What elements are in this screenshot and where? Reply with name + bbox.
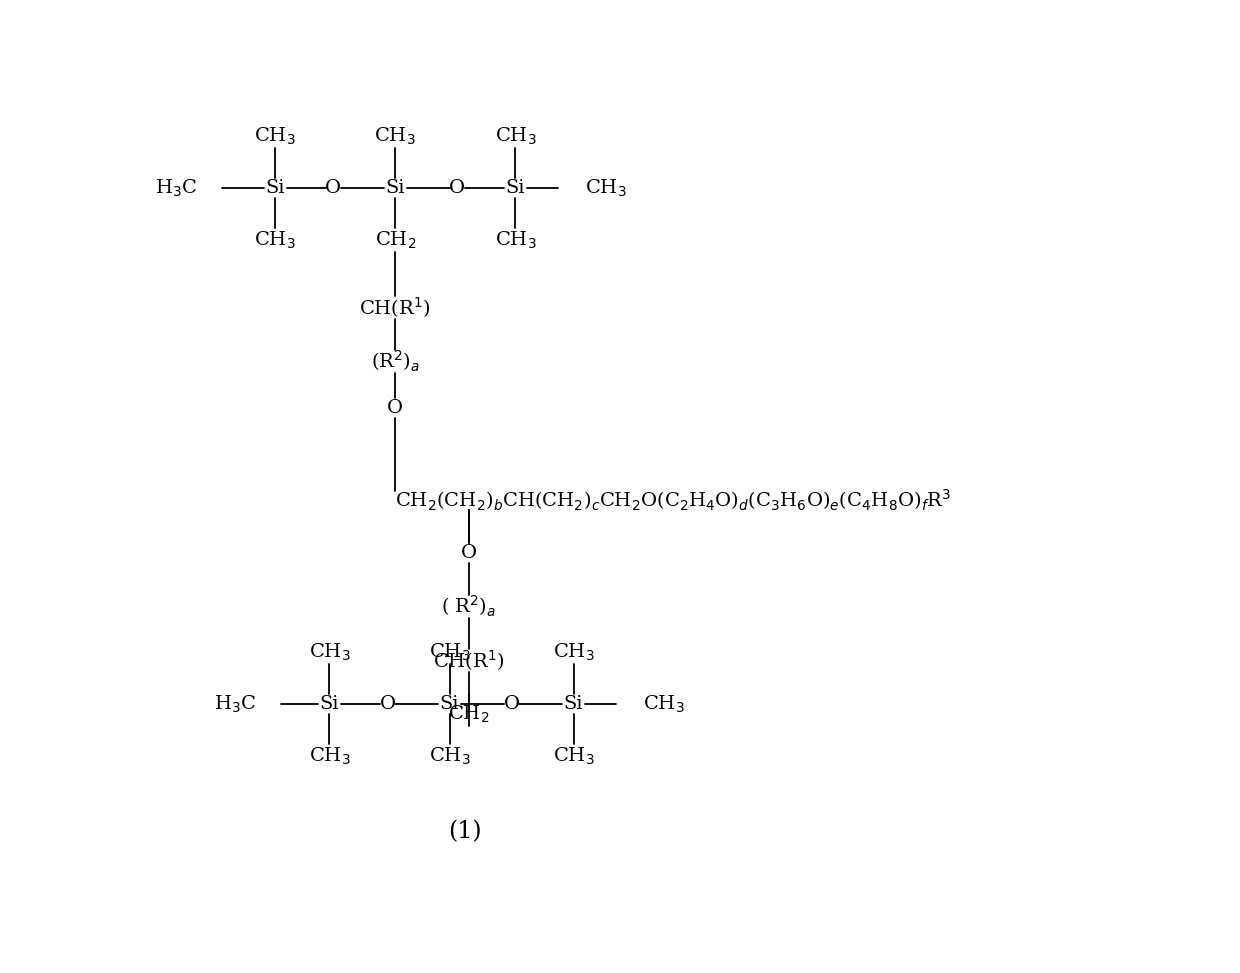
Text: CH$_3$: CH$_3$ [644,694,684,715]
Text: H$_3$C: H$_3$C [213,694,255,715]
Text: CH$_2$: CH$_2$ [448,703,490,725]
Text: Si: Si [386,179,405,198]
Text: CH$_2$: CH$_2$ [374,230,415,251]
Text: CH$_3$: CH$_3$ [429,641,470,663]
Text: CH$_3$: CH$_3$ [254,230,296,251]
Text: Si: Si [506,179,525,198]
Text: O: O [449,179,465,198]
Text: Si: Si [265,179,285,198]
Text: CH$_3$: CH$_3$ [309,746,350,768]
Text: CH$_3$: CH$_3$ [429,746,470,768]
Text: Si: Si [440,696,459,713]
Text: CH$_3$: CH$_3$ [553,641,594,663]
Text: CH$_3$: CH$_3$ [553,746,594,768]
Text: Si: Si [320,696,339,713]
Text: O: O [325,179,341,198]
Text: O: O [503,696,520,713]
Text: CH(R$^1$): CH(R$^1$) [360,296,432,320]
Text: H$_3$C: H$_3$C [155,178,197,199]
Text: O: O [379,696,396,713]
Text: (R$^2$)$_a$: (R$^2$)$_a$ [371,349,419,375]
Text: O: O [387,399,403,416]
Text: CH$_2$(CH$_2$)$_b$CH(CH$_2$)$_c$CH$_2$O(C$_2$H$_4$O)$_d$(C$_3$H$_6$O)$_e$(C$_4$H: CH$_2$(CH$_2$)$_b$CH(CH$_2$)$_c$CH$_2$O(… [396,487,951,513]
Text: CH$_3$: CH$_3$ [495,230,536,251]
Text: CH$_3$: CH$_3$ [374,126,417,147]
Text: Si: Si [564,696,583,713]
Text: CH(R$^1$): CH(R$^1$) [433,648,505,672]
Text: (1): (1) [448,820,482,843]
Text: ( R$^2$)$_a$: ( R$^2$)$_a$ [441,594,496,619]
Text: CH$_3$: CH$_3$ [254,126,296,147]
Text: CH$_3$: CH$_3$ [495,126,536,147]
Text: CH$_3$: CH$_3$ [585,178,626,199]
Text: O: O [461,544,477,561]
Text: CH$_3$: CH$_3$ [309,641,350,663]
